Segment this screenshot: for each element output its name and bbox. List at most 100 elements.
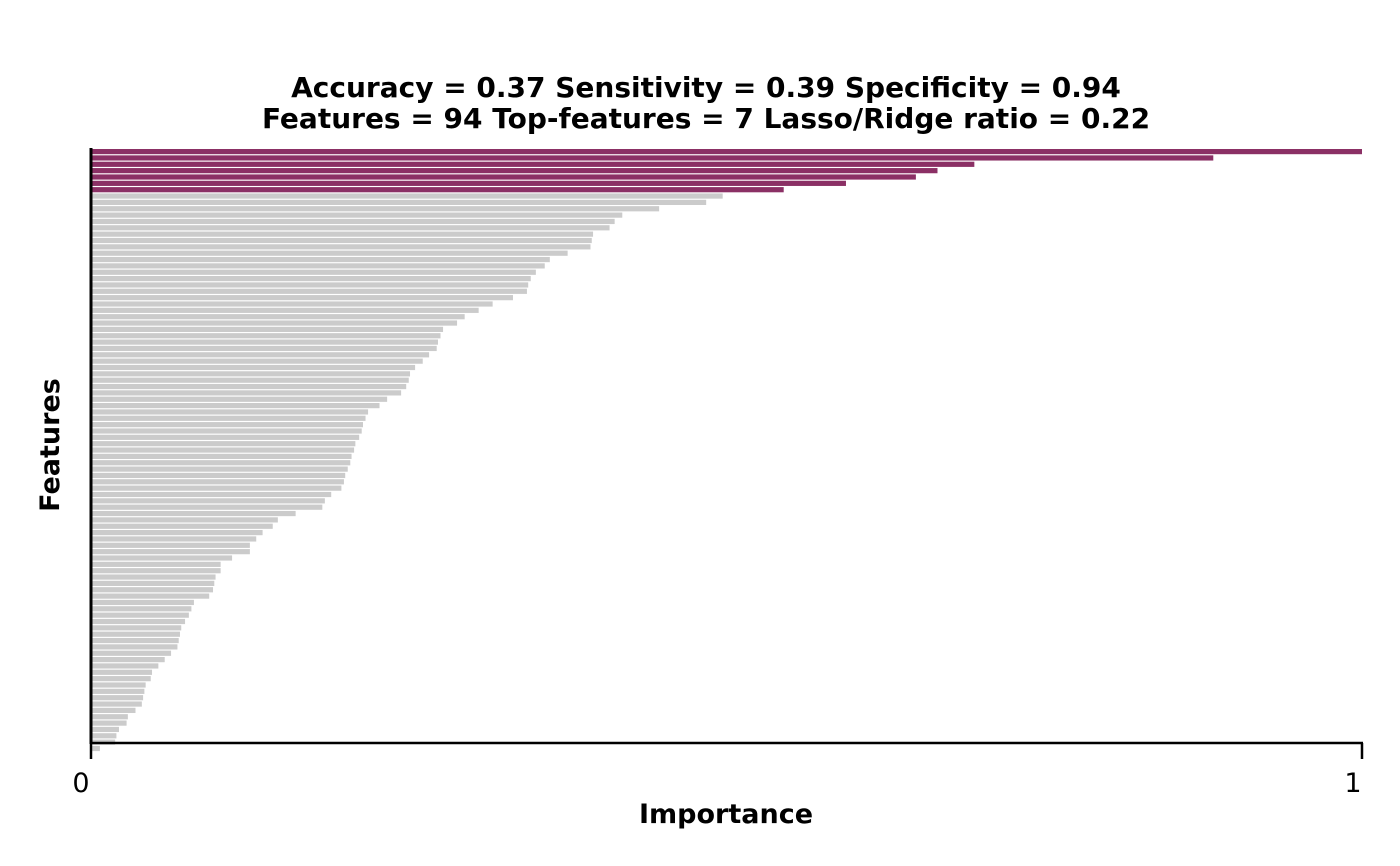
feature-bar-34 xyxy=(91,358,423,364)
top-feature-bar-6 xyxy=(91,180,846,186)
feature-bar-10 xyxy=(91,206,660,212)
feature-bar-84 xyxy=(91,676,151,682)
feature-bar-62 xyxy=(91,536,257,542)
feature-bar-19 xyxy=(91,263,545,269)
feature-bar-46 xyxy=(91,434,360,440)
feature-bar-65 xyxy=(91,555,233,561)
feature-bar-89 xyxy=(91,707,136,713)
feature-bar-92 xyxy=(91,726,119,733)
chart-title-line-2: Features = 94 Top-features = 7 Lasso/Rid… xyxy=(262,102,1150,135)
feature-bar-71 xyxy=(91,593,210,599)
feature-bar-55 xyxy=(91,491,332,498)
feature-bar-28 xyxy=(91,320,458,326)
feature-bar-35 xyxy=(91,364,416,371)
x-axis-label: Importance xyxy=(639,799,813,830)
feature-bar-63 xyxy=(91,542,250,548)
feature-bar-11 xyxy=(91,212,623,218)
feature-bar-79 xyxy=(91,644,178,650)
feature-bar-76 xyxy=(91,625,182,631)
feature-bar-95 xyxy=(91,745,100,752)
top-feature-bar-7 xyxy=(91,187,784,193)
feature-bar-90 xyxy=(91,714,128,720)
feature-bar-77 xyxy=(91,631,180,637)
feature-bar-64 xyxy=(91,549,250,555)
feature-bar-69 xyxy=(91,580,215,586)
top-feature-bar-3 xyxy=(91,161,975,167)
feature-bar-9 xyxy=(91,199,707,205)
feature-bar-80 xyxy=(91,650,172,656)
feature-bar-88 xyxy=(91,701,142,707)
feature-bar-91 xyxy=(91,720,127,726)
x-tick-label-1: 1 xyxy=(1344,768,1361,799)
feature-bar-74 xyxy=(91,612,189,618)
feature-bar-72 xyxy=(91,599,194,606)
feature-bar-8 xyxy=(91,193,723,199)
feature-bar-20 xyxy=(91,269,536,275)
feature-bar-53 xyxy=(91,479,344,485)
feature-bar-66 xyxy=(91,561,221,567)
feature-bar-87 xyxy=(91,695,144,701)
feature-bar-40 xyxy=(91,396,388,402)
feature-bar-59 xyxy=(91,517,278,523)
feature-bar-41 xyxy=(91,403,380,409)
feature-bar-52 xyxy=(91,472,346,479)
feature-bar-21 xyxy=(91,276,531,282)
feature-bar-44 xyxy=(91,422,363,428)
feature-bar-25 xyxy=(91,301,493,307)
feature-bar-27 xyxy=(91,314,465,320)
feature-bar-93 xyxy=(91,733,117,739)
feature-bar-86 xyxy=(91,688,145,694)
feature-bar-58 xyxy=(91,510,296,517)
feature-bar-49 xyxy=(91,453,352,459)
feature-bar-15 xyxy=(91,237,592,244)
feature-bar-78 xyxy=(91,637,179,644)
feature-bar-38 xyxy=(91,383,407,390)
chart-title-line-1: Accuracy = 0.37 Sensitivity = 0.39 Speci… xyxy=(291,71,1121,104)
y-axis-label: Features xyxy=(35,378,66,512)
feature-bar-12 xyxy=(91,218,615,225)
feature-bar-85 xyxy=(91,682,146,688)
feature-bar-81 xyxy=(91,657,165,663)
top-feature-bar-2 xyxy=(91,155,1214,161)
feature-bar-67 xyxy=(91,568,221,574)
feature-bar-22 xyxy=(91,282,529,288)
feature-bar-47 xyxy=(91,441,356,447)
top-feature-bar-1 xyxy=(91,149,1362,155)
feature-bar-37 xyxy=(91,377,409,383)
feature-bar-14 xyxy=(91,231,594,237)
feature-bar-57 xyxy=(91,504,323,510)
feature-bar-23 xyxy=(91,288,527,294)
feature-bar-51 xyxy=(91,466,348,472)
feature-bar-82 xyxy=(91,663,159,669)
feature-bar-45 xyxy=(91,428,362,434)
feature-bar-50 xyxy=(91,460,351,466)
feature-bar-83 xyxy=(91,669,153,675)
feature-bar-54 xyxy=(91,485,342,491)
feature-bar-61 xyxy=(91,530,263,536)
feature-bar-31 xyxy=(91,339,438,345)
top-feature-bar-4 xyxy=(91,168,938,174)
feature-bar-70 xyxy=(91,587,214,593)
bars-group xyxy=(91,149,1362,752)
feature-bar-75 xyxy=(91,618,186,625)
feature-bar-43 xyxy=(91,415,366,421)
feature-bar-73 xyxy=(91,606,192,612)
feature-bar-30 xyxy=(91,333,441,339)
feature-bar-48 xyxy=(91,447,355,453)
x-tick-label-0: 0 xyxy=(72,768,89,799)
feature-bar-16 xyxy=(91,244,591,250)
feature-bar-18 xyxy=(91,256,550,263)
feature-bar-24 xyxy=(91,295,513,301)
feature-bar-39 xyxy=(91,390,402,396)
feature-bar-42 xyxy=(91,409,369,415)
feature-bar-26 xyxy=(91,307,479,313)
feature-bar-13 xyxy=(91,225,610,231)
feature-bar-17 xyxy=(91,250,568,256)
feature-bar-33 xyxy=(91,352,430,358)
feature-bar-29 xyxy=(91,326,444,332)
feature-bar-36 xyxy=(91,371,411,377)
feature-bar-68 xyxy=(91,574,216,580)
feature-bar-56 xyxy=(91,498,325,504)
feature-bar-32 xyxy=(91,345,437,352)
